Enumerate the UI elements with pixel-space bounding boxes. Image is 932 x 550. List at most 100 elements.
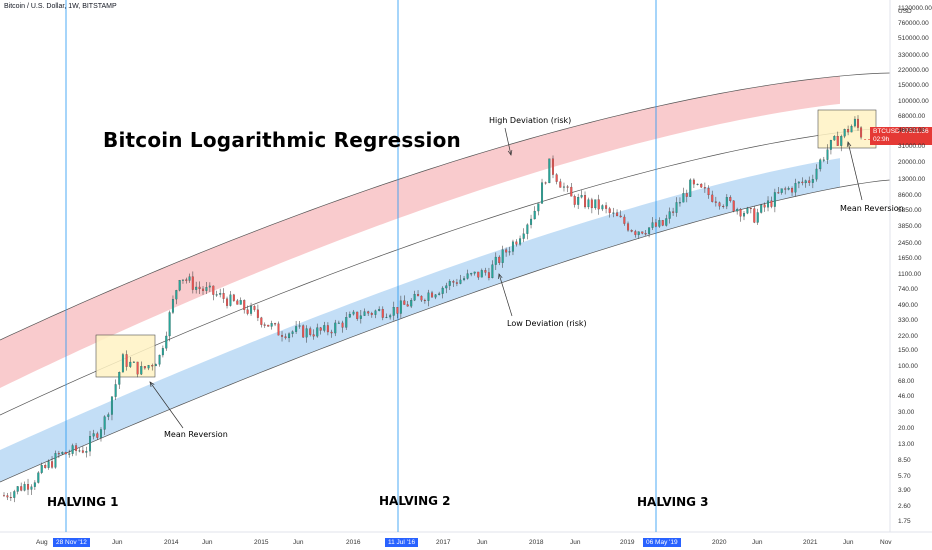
candle-body xyxy=(455,282,458,284)
x-tick-label: 2021 xyxy=(803,539,818,546)
candle-body xyxy=(763,204,766,208)
candle-body xyxy=(797,181,800,184)
mean-reversion-arrow-2-head xyxy=(846,141,852,147)
candle-body xyxy=(577,197,580,205)
candle-body xyxy=(348,313,351,318)
y-tick-label: 100000.00 xyxy=(898,97,929,105)
candle-body xyxy=(114,384,117,397)
candle-body xyxy=(175,290,178,300)
candle-body xyxy=(168,312,171,337)
y-tick-label: 1650.00 xyxy=(898,255,922,263)
y-tick-label: 68.00 xyxy=(898,377,915,385)
candle-body xyxy=(246,309,249,314)
candle-body xyxy=(316,327,319,337)
candle-body xyxy=(729,197,732,201)
y-tick-label: 31000.00 xyxy=(898,142,926,150)
y-tick-label: 490.00 xyxy=(898,301,918,309)
candle-body xyxy=(819,159,822,170)
candle-body xyxy=(675,202,678,213)
halving-date-flag: 28 Nov '12 xyxy=(53,538,90,547)
candle-body xyxy=(434,294,437,298)
candle-body xyxy=(678,202,681,204)
candle-body xyxy=(236,300,239,305)
candle-body xyxy=(352,311,355,315)
candle-body xyxy=(423,300,426,302)
candle-body xyxy=(654,222,657,227)
candle-body xyxy=(403,300,406,305)
candle-body xyxy=(154,364,157,367)
y-tick-label: 760000.00 xyxy=(898,19,929,27)
y-tick-label: 13.00 xyxy=(898,441,915,449)
candle-body xyxy=(309,328,312,335)
candle-body xyxy=(672,211,675,213)
candle-body xyxy=(256,309,259,318)
candle-body xyxy=(840,136,843,146)
candle-body xyxy=(198,286,201,290)
candle-body xyxy=(584,195,587,208)
candle-body xyxy=(277,323,280,336)
candle-body xyxy=(89,436,92,452)
y-tick-label: 150.00 xyxy=(898,347,918,355)
mean-reversion-boxes xyxy=(95,109,877,378)
candle-body xyxy=(263,324,266,326)
candle-body xyxy=(480,270,483,278)
x-tick-label: Jun xyxy=(202,539,213,546)
candle-body xyxy=(302,325,305,338)
x-tick-label: 2016 xyxy=(346,539,361,546)
lower-regression-line xyxy=(0,179,891,483)
candle-body xyxy=(850,125,853,133)
candle-body xyxy=(573,196,576,205)
x-tick-label: Jun xyxy=(477,539,488,546)
candle-body xyxy=(612,212,615,214)
candle-body xyxy=(181,279,184,281)
candle-body xyxy=(399,300,402,314)
candle-body xyxy=(787,187,790,190)
candle-body xyxy=(587,199,590,208)
y-tick-label: 740.00 xyxy=(898,285,918,293)
y-tick-label: 8.50 xyxy=(898,457,911,465)
high-deviation-arrow xyxy=(504,127,512,156)
candle-body xyxy=(459,279,462,284)
candle-body xyxy=(136,361,139,375)
candle-body xyxy=(718,202,721,207)
candle-body xyxy=(441,287,444,294)
candle-body xyxy=(13,491,16,498)
candle-body xyxy=(222,293,225,299)
candle-body xyxy=(147,365,150,369)
candle-body xyxy=(417,294,420,297)
candle-body xyxy=(562,186,565,188)
candle-body xyxy=(826,149,829,160)
candle-body xyxy=(118,372,121,385)
candle-body xyxy=(484,270,487,273)
candle-body xyxy=(463,278,466,281)
candle-body xyxy=(334,322,337,334)
candle-body xyxy=(151,365,154,367)
candle-body xyxy=(661,220,664,226)
candle-body xyxy=(2,495,5,497)
y-tick-label: 30.00 xyxy=(898,408,915,416)
candle-body xyxy=(103,416,106,430)
halving-lines xyxy=(65,0,657,532)
x-tick-label: 2020 xyxy=(712,539,727,546)
candle-body xyxy=(291,331,294,334)
candle-body xyxy=(847,129,850,133)
candle-body xyxy=(281,335,284,337)
candle-body xyxy=(178,280,181,291)
y-tick-label: 68000.00 xyxy=(898,112,926,120)
candle-body xyxy=(219,293,222,295)
candle-body xyxy=(551,158,554,175)
chart-grid xyxy=(0,0,932,533)
candle-body xyxy=(608,208,611,213)
candle-body xyxy=(804,180,807,184)
price-candles xyxy=(2,115,890,503)
low-deviation-arrow-head xyxy=(498,273,503,280)
candle-body xyxy=(505,249,508,253)
candle-body xyxy=(601,205,604,210)
y-tick-label: 220000.00 xyxy=(898,67,929,75)
candle-body xyxy=(202,288,205,291)
y-tick-label: 2450.00 xyxy=(898,240,922,248)
candle-body xyxy=(125,354,128,367)
candle-body xyxy=(470,273,473,275)
mean-reversion-box-1 xyxy=(95,334,156,378)
price-tag-value: 37521.36 xyxy=(901,128,929,135)
